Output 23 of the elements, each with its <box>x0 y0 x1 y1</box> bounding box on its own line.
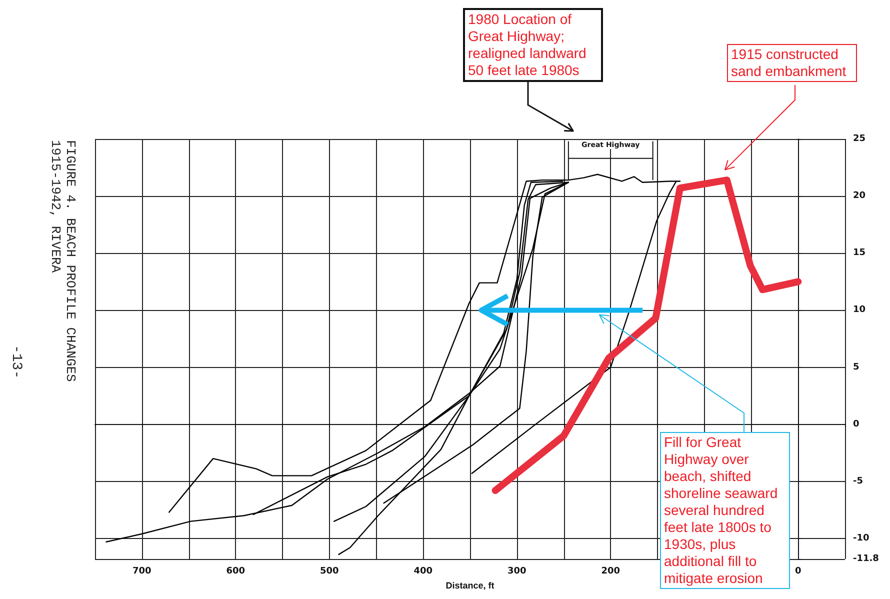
y-tick-label: 10 <box>853 305 866 316</box>
x-tick-label: 300 <box>507 566 526 576</box>
y-tick-label: 20 <box>853 191 866 202</box>
x-tick-label: 500 <box>320 566 339 576</box>
text: -13- <box>8 345 24 379</box>
text: 1980 Location of Great Highway; realigned landward 50 feet late 1980s <box>463 8 603 82</box>
y-tick-label: 0 <box>853 419 860 430</box>
y-tick-label: -5 <box>853 476 863 486</box>
y-tick-label: 15 <box>853 248 866 258</box>
text: 1915-1942, RIVERA <box>48 140 63 275</box>
text: FIGURE 4. BEACH PROFILE CHANGES <box>63 140 78 382</box>
y-tick-label: 25 <box>853 134 866 144</box>
y-tick-label: -10 <box>853 533 870 544</box>
x-tick-label: 700 <box>132 566 152 576</box>
x-tick-label: 0 <box>794 566 802 576</box>
x-tick-label: 400 <box>414 566 433 576</box>
y-tick-label: -11.8 <box>853 554 879 564</box>
x-tick-label: 600 <box>226 566 246 576</box>
x-axis-title: Distance, ft <box>446 580 494 590</box>
text: Fill for Great Highway over beach, shifted shoreline seaward several hundred feet late 1800s to 1930s, plus additional fill to mitigate erosion <box>664 434 778 586</box>
x-tick-label: 200 <box>601 566 620 576</box>
y-tick-label: 5 <box>853 362 860 372</box>
text: 1915 constructed sand embankment <box>727 44 857 82</box>
